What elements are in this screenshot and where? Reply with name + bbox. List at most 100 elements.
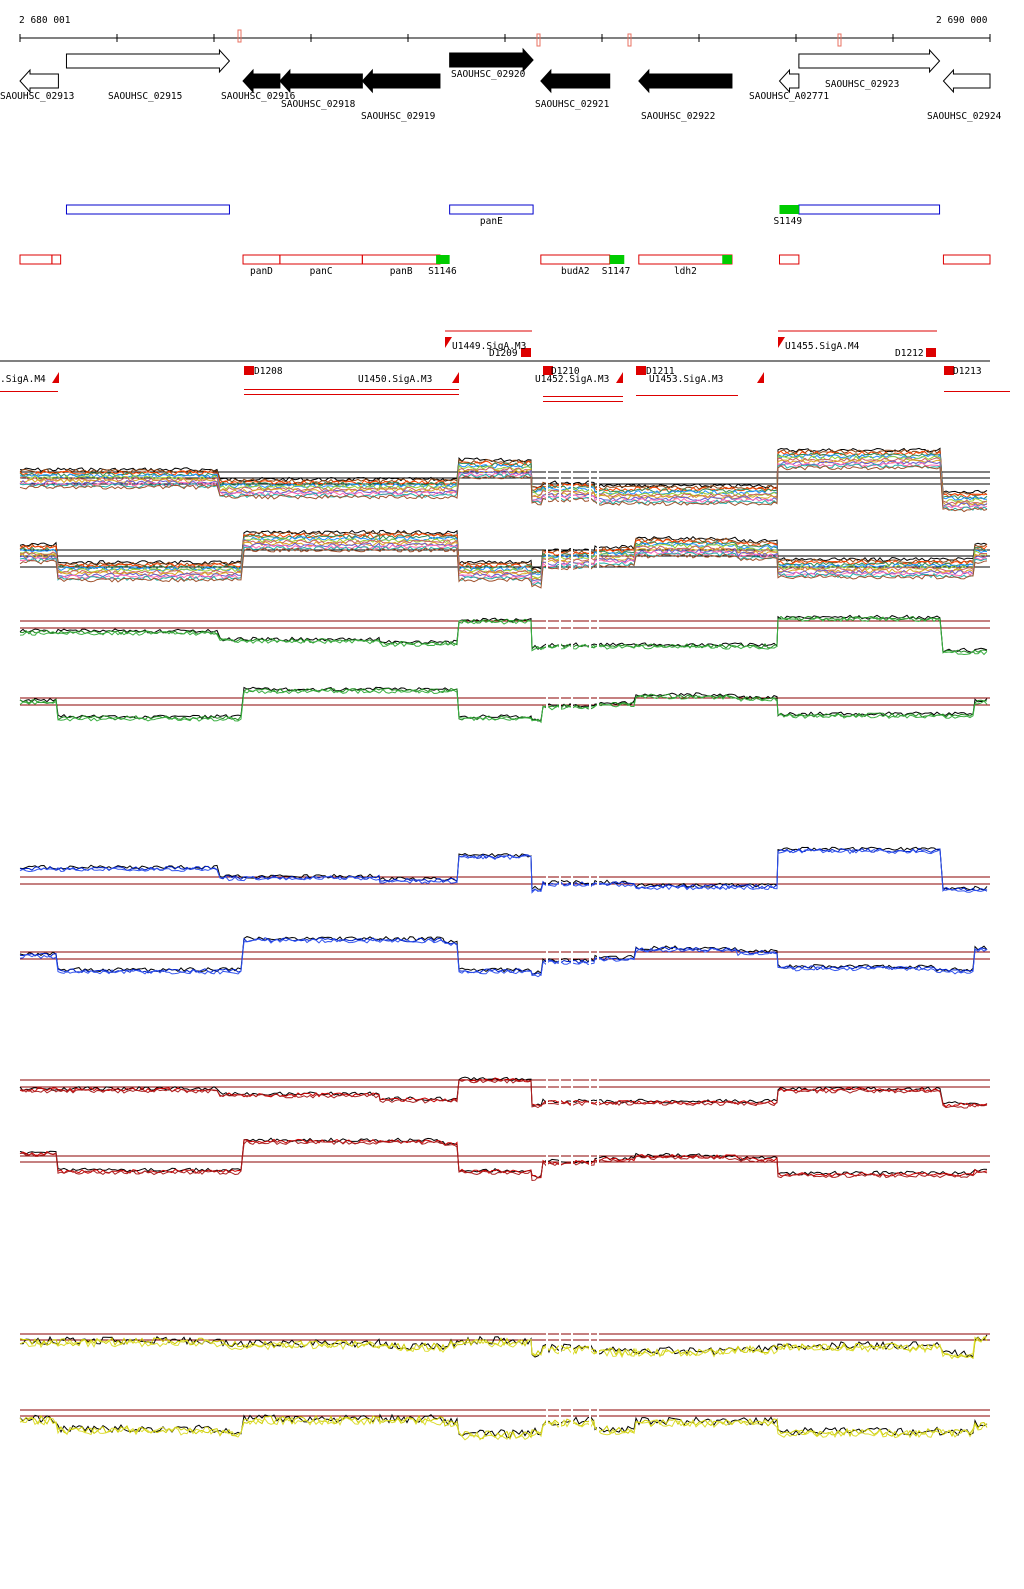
tss-flag-u1455 (778, 337, 785, 348)
gene-label: SAOUHSC_02919 (361, 111, 436, 122)
tss-label: U1453.SigA.M3 (649, 374, 723, 385)
ruler-end-label: 2 690 000 (936, 15, 988, 26)
gene-arrow (798, 48, 941, 74)
tss-flag-u1453 (757, 372, 764, 383)
tss-box-d1209 (521, 348, 531, 357)
tss-label: D1208 (254, 366, 283, 377)
operon-box (798, 204, 941, 215)
operon-box (65, 204, 230, 215)
tss-line-lower-6 (0, 391, 58, 392)
gene-arrow (65, 48, 231, 74)
ruler-start-label: 2 680 001 (19, 15, 71, 26)
sigma-site-box (609, 255, 625, 264)
operon-box (449, 204, 534, 215)
ruler-marker (237, 29, 242, 43)
expression-series-line (19, 1416, 988, 1441)
tss-box-d1212 (926, 348, 936, 357)
ruler-marker (536, 33, 541, 47)
sigma-site-box (779, 205, 799, 214)
gene-label: SAOUHSC_02918 (281, 99, 356, 110)
expression-series-line (19, 462, 988, 509)
gene-arrow (540, 68, 611, 94)
ruler-marker (837, 33, 842, 47)
transcript-box (638, 254, 733, 265)
expression-series-line (19, 1078, 988, 1109)
tss-box-d1208 (244, 366, 254, 375)
tss-line-lower-3 (543, 396, 623, 397)
expression-tracks (19, 445, 990, 1453)
transcript-box (279, 254, 363, 265)
expression-series-line (19, 687, 987, 724)
transcript-label: panC (310, 266, 333, 277)
transcript-label: panB (390, 266, 413, 277)
transcript-box (242, 254, 281, 265)
expression-series-line (19, 1076, 988, 1107)
operon-track: panE (65, 204, 941, 227)
expression-series-line (19, 1138, 988, 1179)
expression-series-line (19, 1137, 988, 1179)
expression-series-line (19, 542, 988, 582)
expression-series-line (19, 616, 988, 656)
expression-series-line (19, 1336, 988, 1360)
transcript-label: panD (250, 266, 273, 277)
expression-series-line (19, 848, 988, 894)
expression-series-line (19, 847, 988, 893)
tss-line-lower-4 (543, 401, 623, 402)
expression-series-line (19, 1336, 988, 1360)
gene-arrow (279, 68, 363, 94)
expression-series-line (19, 455, 988, 503)
tss-box-d1213 (944, 366, 954, 375)
expression-series-line (19, 447, 988, 494)
tss-box-d1210 (543, 366, 553, 375)
expression-series-line (19, 615, 988, 654)
expression-series-line (19, 688, 988, 723)
gene-arrow (942, 68, 991, 94)
tss-track: U1449.SigA.M3 D1209 U1455.SigA.M4 D1212 … (0, 330, 1010, 402)
sigma-site-label: S1149 (773, 216, 802, 227)
expression-series-line (19, 545, 988, 586)
tss-flag-u1449 (445, 337, 452, 348)
gene-label: SAOUHSC_02913 (0, 91, 74, 102)
gene-label: SAOUHSC_02923 (825, 79, 899, 90)
expression-series-line (19, 846, 988, 891)
transcript-box (19, 254, 53, 265)
sigma-site-label: S1146 (428, 266, 457, 277)
expression-series-line (19, 529, 988, 570)
gene-label: SAOUHSC_A02771 (749, 91, 829, 102)
tss-flag-u1450 (452, 372, 459, 383)
expression-series-line (19, 452, 988, 500)
gene-label: SAOUHSC_02921 (535, 99, 610, 110)
tss-label: D1212 (895, 348, 924, 359)
ruler-marker (627, 33, 632, 47)
expression-series-line (19, 547, 988, 589)
expression-series-line (19, 1414, 988, 1441)
tss-label: D1211 (646, 366, 675, 377)
gene-arrow (361, 68, 441, 94)
gene-arrow (449, 47, 534, 73)
tss-label: U1450.SigA.M3 (358, 374, 432, 385)
transcript-box (540, 254, 611, 265)
tss-label: D1213 (953, 366, 982, 377)
gene-arrow (19, 68, 59, 94)
expression-series-line (19, 1413, 988, 1439)
expression-series-line (19, 540, 988, 581)
transcript-box (51, 254, 62, 265)
transcript-label: budA2 (561, 266, 590, 277)
gene-arrow (242, 68, 281, 94)
expression-series-line (19, 534, 988, 574)
transcript-box (361, 254, 441, 265)
gene-arrow (778, 68, 800, 94)
tss-label: .SigA.M4 (0, 374, 46, 385)
tss-flag-left (52, 372, 59, 383)
expression-series-line (19, 465, 988, 513)
operon-label: panE (480, 216, 503, 227)
expression-series-line (19, 938, 988, 978)
expression-series-line (19, 453, 988, 501)
tss-label: D1210 (551, 366, 580, 377)
tss-line-lower-5 (636, 395, 738, 396)
gene-label: SAOUHSC_02915 (108, 91, 182, 102)
tss-label: D1209 (489, 348, 518, 359)
expression-series-line (19, 1077, 988, 1108)
